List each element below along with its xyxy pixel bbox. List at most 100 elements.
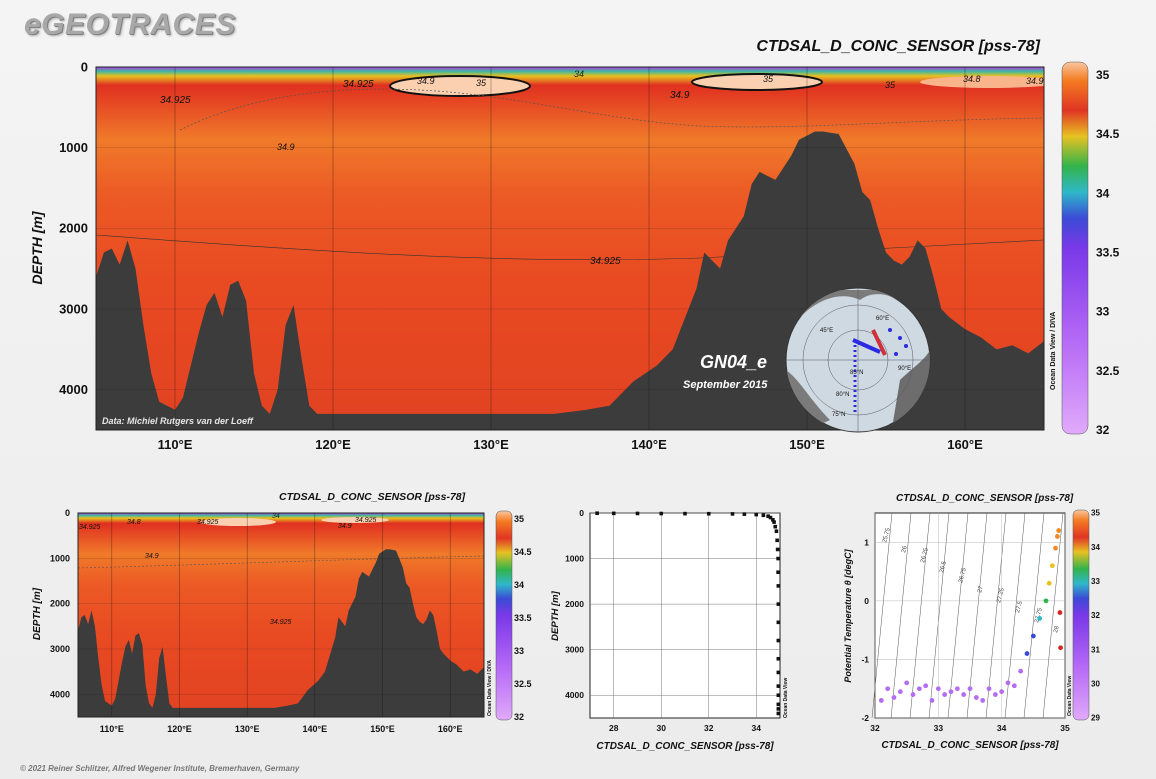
contour-label: 34.9 [417,76,435,86]
small-contour-label: 34.9 [145,553,159,560]
data-point [954,686,960,692]
x-tick-label: 34 [752,723,762,733]
y-tick-label: 1000 [565,554,584,564]
small-side-label: Ocean Data View / DIVA [487,660,493,716]
map-label-75n: 75°N [832,412,845,418]
y-tick-label: 0 [864,596,869,606]
ts-side-label: Ocean Data View [1067,676,1073,716]
small-contour-label: 34.925 [355,517,377,524]
data-point [776,556,780,561]
colorbar-tick-label: 33.5 [514,613,532,623]
small-contour-label: 34.925 [79,524,101,531]
data-credit: Data: Michiel Rutgers van der Loeff [102,416,254,426]
data-point [1058,645,1063,651]
colorbar-tick-label: 32 [1091,611,1100,620]
colorbar-tick-label: 33 [1096,305,1110,319]
colorbar-tick-label: 34 [1091,543,1100,552]
data-point [776,702,781,707]
contour-label: 34.925 [160,95,191,106]
colorbar-tick-label: 33.5 [1096,246,1120,260]
data-point [706,511,711,516]
data-point [776,584,781,588]
data-point [776,656,781,661]
colorbar-tick-label: 34.5 [514,547,532,557]
profile-x-axis-label: CTDSAL_D_CONC_SENSOR [pss-78] [596,741,774,752]
map-label-80n: 80°N [836,392,849,398]
data-point [1005,680,1011,686]
data-point [1024,651,1030,656]
x-tick-label: 32 [704,723,714,733]
data-point [766,514,770,518]
isopycnal-label: 27 [977,585,985,594]
data-point [776,693,781,698]
isopycnal-label: 28 [1053,625,1061,634]
map-label-45e: 45°E [820,328,833,334]
isopycnal-label: 26.75 [958,567,968,584]
map-label-90e: 90°E [898,366,911,372]
x-tick-label: 120°E [167,724,192,734]
isopycnal-line [871,512,893,719]
contour-label: 35 [885,80,896,90]
isopycnal-line [1004,512,1026,719]
x-tick-label: 160°E [947,437,983,452]
colorbar-tick-label: 30 [1091,680,1100,689]
isopycnal-label: 26.25 [920,547,930,564]
data-point [1043,598,1049,604]
data-point [776,570,780,575]
isopycnal-label: 27.25 [996,587,1006,604]
data-point [775,538,779,543]
data-point [754,512,759,517]
isopycnal-line [947,512,969,719]
data-point [1057,610,1063,615]
y-tick-label: 1 [864,537,869,547]
data-point [986,686,992,692]
data-point [771,518,775,522]
profile-y-axis-label: DEPTH [m] [550,590,561,640]
colorbar-tick-label: 34 [514,580,524,590]
main-side-label: Ocean Data View / DIVA [1050,312,1057,390]
contour-label: 34.9 [1026,76,1044,86]
data-point [776,711,781,716]
data-point [768,515,773,520]
data-point [659,511,664,516]
y-tick-label: 0 [579,508,584,518]
contour-label: 34.925 [590,256,621,267]
brand-logo: eGEOTRACES [24,8,236,41]
y-tick-label: 1000 [50,553,70,563]
x-tick-label: 32 [870,723,880,733]
data-point [929,698,935,703]
data-point [730,512,735,516]
y-tick-label: 2000 [59,221,88,236]
data-point [885,686,891,692]
contour-label: 34 [574,69,584,79]
small-contour-label: 34.925 [197,519,219,526]
data-point [916,686,922,692]
isopycnal-label: 26 [901,545,909,554]
data-point [942,692,948,697]
isopycnal-line [1042,512,1064,719]
ts-y-axis-label: Potential Temperature θ [degC] [843,548,853,682]
data-point [1037,616,1043,621]
colorbar-tick-label: 32.5 [1096,364,1120,378]
data-point [742,512,747,516]
isopycnal-label: 27.75 [1034,607,1044,624]
colorbar-tick-label: 32 [514,712,524,722]
data-point [635,511,640,516]
data-point [904,680,910,686]
x-tick-label: 28 [609,723,619,733]
y-tick-label: 2000 [565,599,584,609]
ts-title: CTDSAL_D_CONC_SENSOR [pss-78] [896,493,1074,504]
data-point [948,689,954,695]
x-tick-label: 34 [997,723,1007,733]
isopycnal-line [1023,512,1045,719]
x-tick-label: 140°E [303,724,328,734]
contour-label: 35 [763,74,774,84]
data-point [992,692,998,697]
small-contour-label: 34 [272,513,280,520]
isopycnal-line [928,512,950,719]
small-y-axis-label: DEPTH [m] [32,587,43,640]
main-y-axis-label: DEPTH [m] [29,210,45,284]
data-point [935,686,941,692]
colorbar-tick-label: 33 [1091,577,1100,586]
data-point [891,695,897,700]
